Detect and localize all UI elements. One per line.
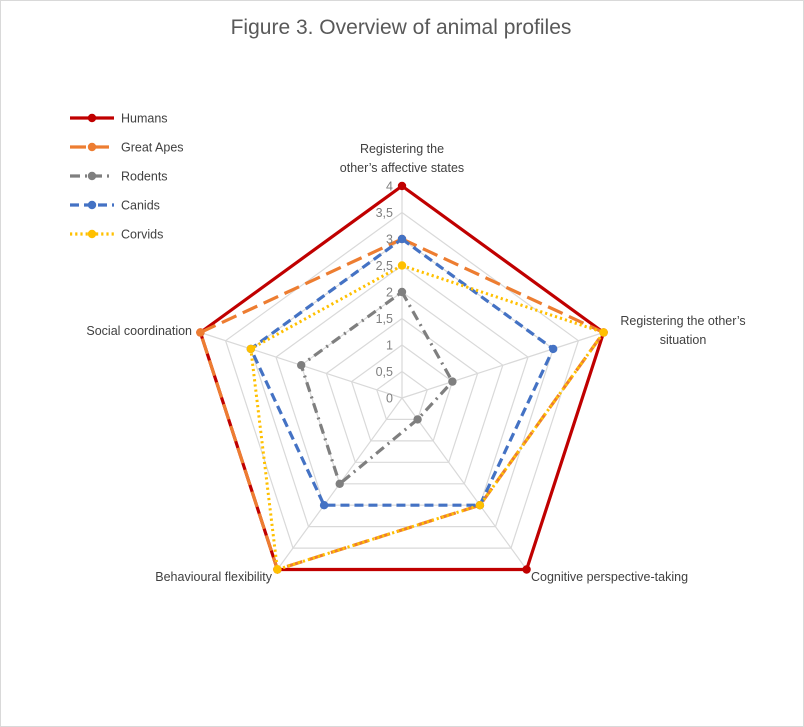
axis-label-1: Registering the other’s situation: [620, 314, 745, 347]
axis-label-3: Behavioural flexibility: [155, 570, 272, 584]
legend-label: Corvids: [121, 228, 163, 242]
data-point: [273, 565, 282, 574]
grid-spoke-1: [401, 331, 604, 399]
tick-label: 0,5: [376, 365, 393, 379]
legend-marker: [87, 142, 97, 152]
data-point: [397, 287, 407, 297]
tick-label: 0: [386, 392, 393, 406]
tick-label: 4: [386, 180, 393, 194]
legend-entry: Humans: [70, 112, 168, 126]
legend-marker: [87, 171, 97, 181]
legend-label: Rodents: [121, 170, 168, 184]
tick-label: 3,5: [376, 206, 393, 220]
legend-marker: [87, 113, 97, 123]
data-point: [319, 501, 329, 510]
grid-spoke-2: [401, 397, 528, 570]
data-point: [335, 479, 344, 488]
data-point: [297, 361, 306, 370]
data-point: [475, 501, 485, 510]
series-line-2: [299, 290, 454, 486]
legend-entry: Corvids: [70, 228, 163, 242]
tick-label: 2: [386, 286, 393, 300]
data-point: [246, 344, 255, 354]
axis-label-2: Cognitive perspective-taking: [531, 570, 688, 584]
grid-ring-2: [350, 344, 454, 442]
chart-legend: Humans Great Apes Rodents Canids Corvids: [70, 112, 184, 242]
legend-entry: Rodents: [70, 170, 168, 184]
chart-title: Figure 3. Overview of animal profiles: [230, 16, 572, 39]
legend-marker: [87, 200, 97, 210]
tick-label: 1: [386, 339, 393, 353]
series-line-4: [249, 264, 606, 571]
series-rodents: [297, 287, 457, 488]
legend-entry: Great Apes: [70, 141, 184, 155]
legend-marker: [87, 229, 97, 239]
grid-ring-1: [376, 370, 428, 420]
legend-label: Humans: [121, 112, 168, 126]
grid-ring-7: [224, 211, 580, 549]
legend-entry: Canids: [70, 199, 160, 213]
tick-label: 1,5: [376, 312, 393, 326]
data-point: [522, 565, 531, 574]
radar-axis-labels: Registering the other’s affective states R…: [86, 142, 745, 584]
data-point: [397, 234, 407, 244]
series-line-3: [249, 237, 555, 507]
tick-label: 3: [386, 233, 393, 247]
data-point: [413, 415, 422, 424]
legend-label: Great Apes: [121, 141, 184, 155]
data-point: [448, 377, 457, 386]
radar-series: [196, 181, 608, 574]
tick-label: 2,5: [376, 259, 393, 273]
data-point: [599, 328, 608, 337]
series-line-0: [198, 184, 606, 572]
radar-tick-labels: 0 0,5 1 1,5 2 2,5 3 3,5 4: [376, 180, 393, 406]
data-point: [549, 344, 558, 354]
data-point: [397, 181, 407, 191]
axis-label-4: Social coordination: [86, 324, 192, 338]
axis-label-0: Registering the other’s affective states: [340, 142, 464, 175]
data-point: [397, 261, 407, 270]
series-corvids: [246, 261, 608, 574]
data-point: [196, 328, 205, 337]
grid-ring-3: [325, 317, 479, 463]
legend-label: Canids: [121, 199, 160, 213]
radar-grid: [199, 185, 605, 571]
